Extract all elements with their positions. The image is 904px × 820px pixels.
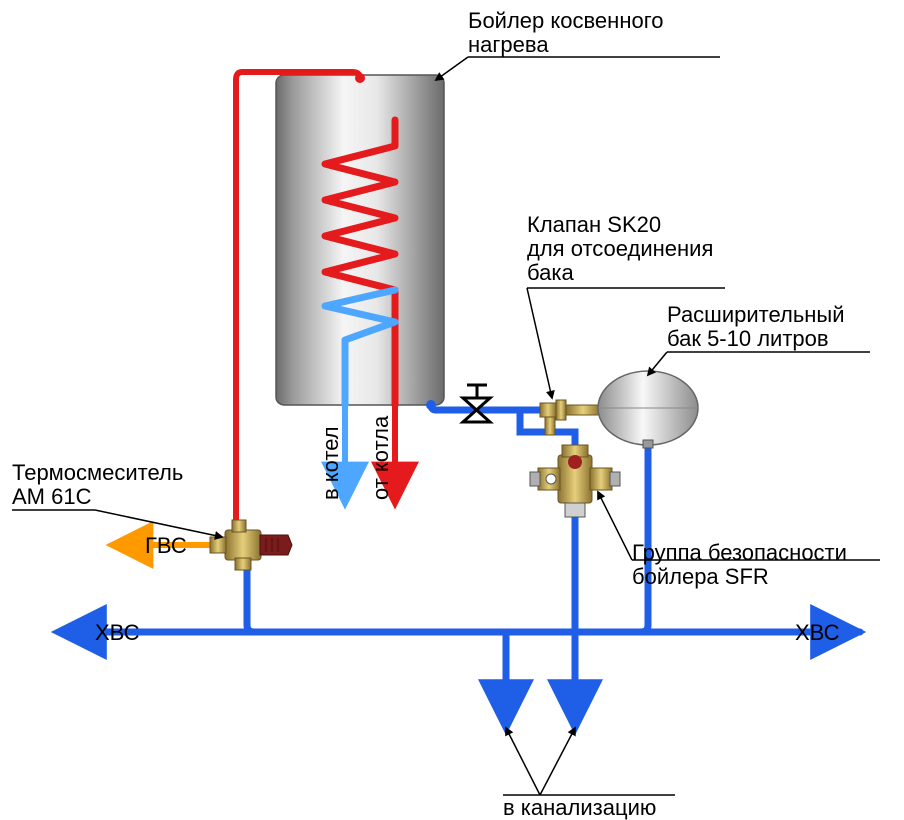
isolation-valve-icon bbox=[463, 385, 490, 422]
gvs-label: ГВС bbox=[145, 533, 187, 558]
boiler-label: Бойлер косвенного нагрева bbox=[468, 8, 670, 57]
sk20-label: Клапан SK20 для отсоединения бака bbox=[527, 212, 720, 285]
drain-label: в канализацию bbox=[503, 795, 656, 820]
cold-arrows bbox=[62, 632, 855, 724]
safety-group-label: Группа безопасности бойлера SFR bbox=[632, 540, 853, 589]
callout-lines bbox=[12, 57, 880, 795]
thermomixer-icon bbox=[210, 520, 292, 570]
exp-tank-label: Расширительный бак 5-10 литров bbox=[667, 302, 851, 351]
thermomixer-label: Термосмеситель AM 61C bbox=[12, 460, 189, 509]
from-boiler-label: от котла bbox=[368, 415, 393, 500]
safety-group-icon bbox=[530, 445, 620, 517]
expansion-tank-icon bbox=[598, 371, 698, 448]
hvs-right-label: ХВС bbox=[795, 620, 840, 645]
to-boiler-label: в котел bbox=[318, 426, 343, 500]
hvs-left-label: ХВС bbox=[95, 620, 140, 645]
boiler-tank bbox=[276, 75, 444, 405]
